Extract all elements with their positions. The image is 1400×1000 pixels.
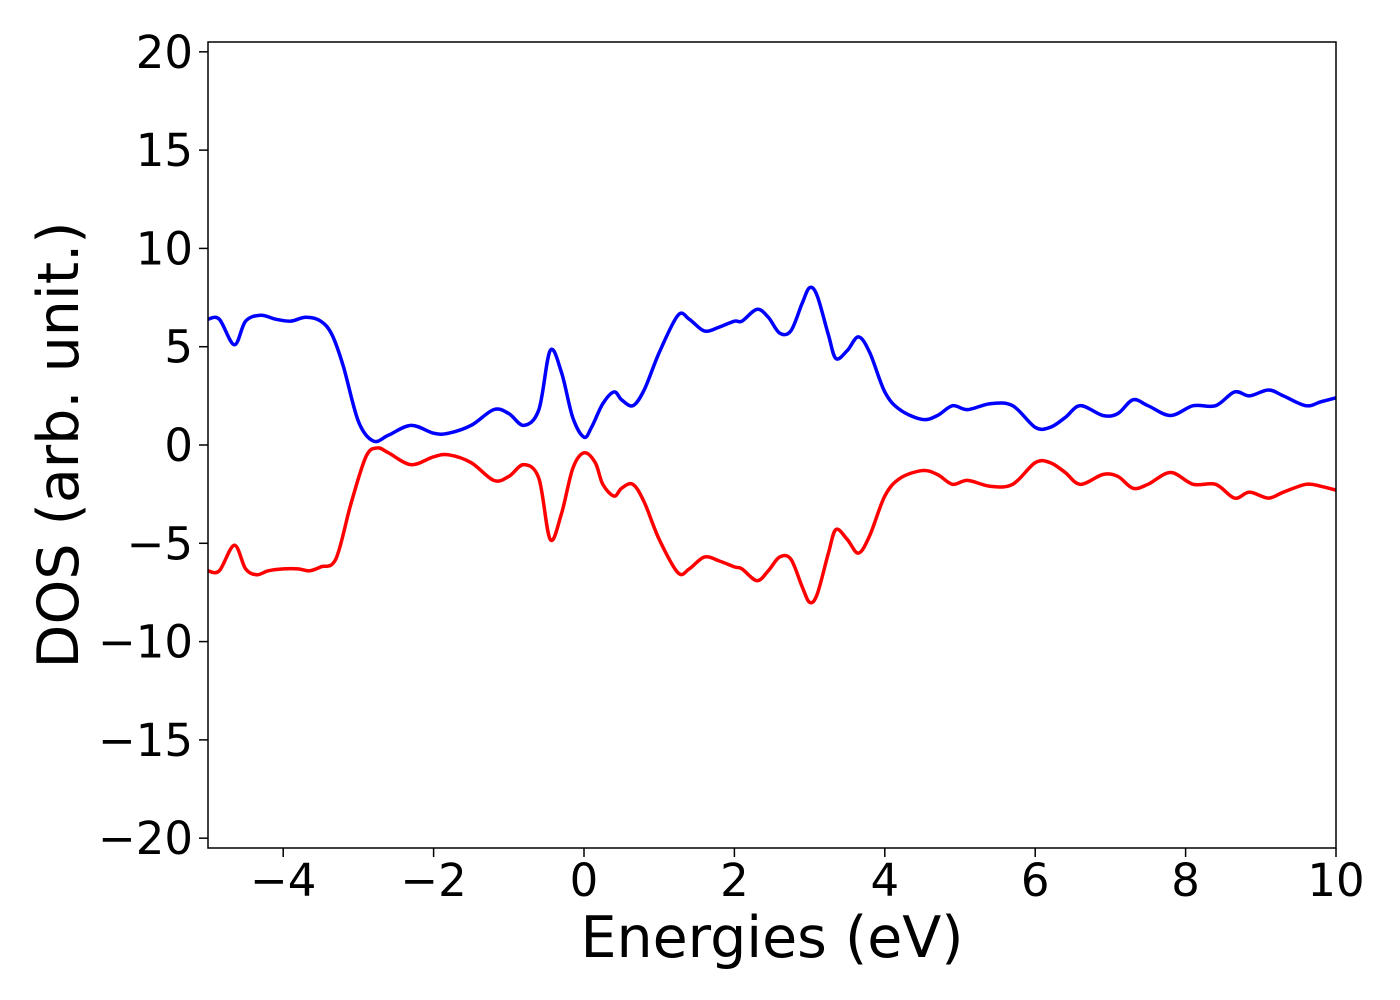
y-tick-label: 5 — [164, 321, 193, 374]
x-tick-label: 6 — [1021, 854, 1050, 907]
x-tick-label: −2 — [400, 854, 466, 907]
x-tick-label: 2 — [720, 854, 749, 907]
y-tick-label: 0 — [164, 419, 193, 472]
x-tick-label: 10 — [1307, 854, 1364, 907]
y-tick-label: −5 — [127, 517, 193, 570]
y-tick-label: 20 — [136, 26, 193, 79]
series-line-1 — [208, 285, 1336, 444]
x-tick-label: 4 — [870, 854, 899, 907]
x-tick-label: 0 — [570, 854, 599, 907]
y-tick-label: −10 — [98, 616, 193, 669]
x-tick-label: 8 — [1171, 854, 1200, 907]
y-tick-label: 15 — [136, 124, 193, 177]
y-axis-title: DOS (arb. unit.) — [26, 222, 92, 669]
x-axis-ticks: −4 −2 0 2 4 6 8 10 — [250, 848, 1365, 907]
series-line-2 — [208, 446, 1336, 605]
x-tick-label: −4 — [250, 854, 316, 907]
y-tick-label: −15 — [98, 714, 193, 767]
y-tick-label: −20 — [98, 812, 193, 865]
series-layer — [208, 285, 1336, 605]
x-axis-title: Energies (eV) — [580, 905, 963, 971]
y-tick-label: 10 — [136, 222, 193, 275]
plot-frame — [207, 41, 1337, 849]
y-axis-ticks: −20 −15 −10 −5 0 5 10 15 20 — [98, 26, 208, 865]
